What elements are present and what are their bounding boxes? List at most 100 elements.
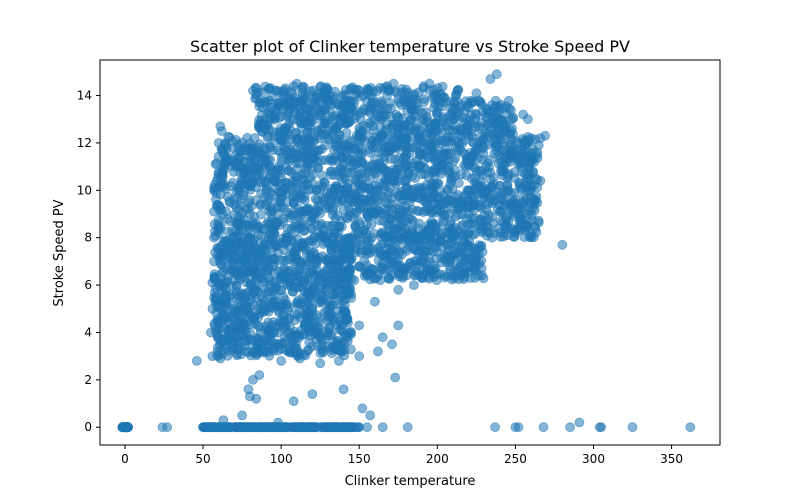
data-point: [487, 112, 498, 123]
data-point: [291, 78, 302, 89]
data-point: [338, 90, 349, 100]
data-point: [376, 239, 386, 250]
data-point: [421, 107, 431, 118]
data-point: [244, 180, 255, 191]
data-point: [515, 223, 525, 234]
data-point: [408, 280, 419, 291]
data-point: [685, 422, 696, 433]
plot-frame: [99, 59, 721, 446]
data-point: [256, 209, 266, 220]
data-point: [432, 178, 443, 189]
data-point: [459, 268, 470, 279]
chart-title: Scatter plot of Clinker temperature vs S…: [190, 37, 630, 56]
data-point: [314, 297, 325, 308]
x-tick-label: 250: [504, 452, 527, 466]
data-point: [450, 259, 461, 270]
data-point: [540, 130, 550, 141]
data-point: [210, 159, 221, 170]
data-point: [453, 178, 464, 188]
data-point: [372, 86, 383, 96]
data-point: [338, 306, 349, 317]
data-point: [557, 239, 568, 250]
data-point: [487, 232, 497, 243]
data-point: [341, 118, 352, 129]
data-point: [526, 180, 536, 191]
data-point: [401, 133, 412, 144]
data-point: [377, 422, 388, 433]
data-point: [264, 206, 275, 216]
data-point: [323, 327, 333, 338]
data-point: [517, 166, 527, 177]
data-point: [390, 372, 401, 383]
data-point: [526, 133, 536, 144]
data-point: [260, 157, 271, 168]
data-point: [438, 269, 449, 280]
data-point: [294, 353, 305, 364]
data-point: [221, 343, 231, 353]
data-point: [338, 384, 349, 395]
data-point: [538, 422, 549, 433]
data-point: [276, 156, 287, 167]
data-point: [307, 133, 318, 144]
data-point: [217, 334, 228, 345]
data-point: [474, 123, 484, 134]
data-point: [501, 214, 512, 225]
data-point: [332, 261, 343, 272]
data-point: [260, 142, 270, 153]
data-point: [297, 151, 308, 162]
data-point: [251, 93, 262, 104]
data-point: [445, 117, 456, 128]
data-point: [452, 86, 463, 97]
data-point: [283, 119, 294, 129]
data-point: [515, 158, 525, 169]
data-point: [468, 199, 479, 210]
data-point: [523, 201, 533, 212]
data-point: [325, 308, 336, 319]
data-point: [565, 422, 575, 433]
data-point: [478, 273, 489, 284]
data-point: [291, 254, 302, 264]
x-tick-label: 300: [582, 452, 605, 466]
data-point: [338, 140, 349, 151]
data-point: [527, 215, 538, 226]
data-point: [355, 114, 366, 124]
data-point: [508, 112, 518, 123]
data-point: [288, 396, 299, 407]
data-point: [239, 341, 250, 351]
data-point: [268, 259, 279, 270]
data-point: [432, 156, 443, 167]
data-point: [265, 114, 276, 125]
data-point: [471, 179, 482, 190]
data-point: [270, 219, 281, 230]
data-point: [224, 297, 235, 308]
data-point: [369, 180, 380, 191]
data-point: [209, 232, 219, 243]
data-point: [403, 143, 414, 154]
data-point: [311, 91, 322, 101]
data-point: [361, 122, 372, 132]
x-tick-label: 150: [348, 452, 371, 466]
data-point: [338, 159, 349, 170]
data-point: [260, 239, 271, 250]
data-point: [414, 233, 425, 244]
data-point: [302, 291, 312, 302]
data-point: [488, 218, 499, 229]
data-point: [244, 142, 255, 153]
data-point: [388, 78, 399, 89]
data-point: [359, 105, 370, 116]
data-point: [389, 167, 400, 178]
data-point: [318, 224, 329, 235]
data-point: [209, 269, 220, 280]
data-point: [336, 174, 347, 185]
data-point: [247, 341, 258, 352]
data-point: [162, 422, 173, 433]
data-point: [446, 238, 456, 249]
data-point: [338, 327, 349, 338]
data-point: [519, 232, 530, 243]
data-point: [418, 195, 429, 206]
data-point: [288, 192, 299, 202]
data-point: [491, 69, 502, 80]
axes-layer: 0 50 100 150 200 250 300 350 0 2 4 6 8 10 12 14: [77, 59, 721, 466]
data-point: [120, 422, 130, 433]
